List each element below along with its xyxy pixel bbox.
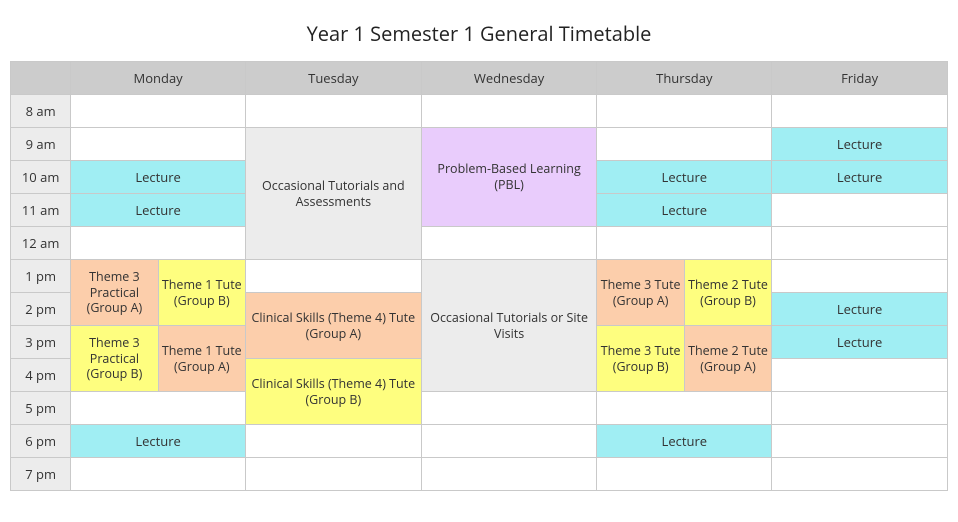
header-fri: Friday bbox=[772, 62, 948, 95]
tue-1 bbox=[245, 260, 421, 293]
tue-clin-b: Clinical Skills (Theme 4) Tute (Group B) bbox=[245, 359, 421, 425]
mon-theme3-prac-b: Theme 3 Practical (Group B) bbox=[71, 326, 158, 392]
header-mon: Monday bbox=[71, 62, 246, 95]
header-thu: Thursday bbox=[597, 62, 772, 95]
header-blank bbox=[11, 62, 71, 95]
tue-8 bbox=[245, 95, 421, 128]
time-10am: 10 am bbox=[11, 161, 71, 194]
fri-7 bbox=[772, 458, 948, 491]
fri-10-lecture: Lecture bbox=[772, 161, 948, 194]
fri-11 bbox=[772, 194, 948, 227]
thu-5 bbox=[597, 392, 772, 425]
tue-occasional: Occasional Tutorials and Assessments bbox=[245, 128, 421, 260]
mon-theme3-prac-a: Theme 3 Practical (Group A) bbox=[71, 260, 158, 326]
tue-clin-a: Clinical Skills (Theme 4) Tute (Group A) bbox=[245, 293, 421, 359]
time-4pm: 4 pm bbox=[11, 359, 71, 392]
thu-7 bbox=[597, 458, 772, 491]
time-12am: 12 am bbox=[11, 227, 71, 260]
page-title: Year 1 Semester 1 General Timetable bbox=[10, 20, 948, 47]
mon-7 bbox=[71, 458, 246, 491]
time-1pm: 1 pm bbox=[11, 260, 71, 293]
fri-3-lecture: Lecture bbox=[772, 326, 948, 359]
thu-10-lecture: Lecture bbox=[597, 161, 772, 194]
wed-12 bbox=[421, 227, 597, 260]
thu-9 bbox=[597, 128, 772, 161]
thu-theme2-tute-a: Theme 2 Tute (Group A) bbox=[684, 326, 771, 392]
time-2pm: 2 pm bbox=[11, 293, 71, 326]
wed-7 bbox=[421, 458, 597, 491]
tue-7 bbox=[245, 458, 421, 491]
wed-8 bbox=[421, 95, 597, 128]
wed-occasional: Occasional Tutorials or Site Visits bbox=[421, 260, 597, 392]
time-5pm: 5 pm bbox=[11, 392, 71, 425]
wed-6 bbox=[421, 425, 597, 458]
time-11am: 11 am bbox=[11, 194, 71, 227]
tue-6 bbox=[245, 425, 421, 458]
thu-theme3-tute-a: Theme 3 Tute (Group A) bbox=[597, 260, 684, 326]
header-row: Monday Tuesday Wednesday Thursday Friday bbox=[11, 62, 948, 95]
fri-8 bbox=[772, 95, 948, 128]
mon-12 bbox=[71, 227, 246, 260]
mon-6-lecture: Lecture bbox=[71, 425, 246, 458]
header-wed: Wednesday bbox=[421, 62, 597, 95]
wed-5 bbox=[421, 392, 597, 425]
time-6pm: 6 pm bbox=[11, 425, 71, 458]
thu-6-lecture: Lecture bbox=[597, 425, 772, 458]
time-8am: 8 am bbox=[11, 95, 71, 128]
fri-9-lecture: Lecture bbox=[772, 128, 948, 161]
time-7pm: 7 pm bbox=[11, 458, 71, 491]
mon-5 bbox=[71, 392, 246, 425]
mon-theme1-tute-a: Theme 1 Tute (Group A) bbox=[158, 326, 245, 392]
fri-6 bbox=[772, 425, 948, 458]
fri-1 bbox=[772, 260, 948, 293]
thu-12 bbox=[597, 227, 772, 260]
time-3pm: 3 pm bbox=[11, 326, 71, 359]
thu-8 bbox=[597, 95, 772, 128]
fri-4 bbox=[772, 359, 948, 392]
fri-2-lecture: Lecture bbox=[772, 293, 948, 326]
timetable: Monday Tuesday Wednesday Thursday Friday… bbox=[10, 61, 948, 491]
fri-12 bbox=[772, 227, 948, 260]
header-tue: Tuesday bbox=[245, 62, 421, 95]
mon-theme1-tute-b: Theme 1 Tute (Group B) bbox=[158, 260, 245, 326]
thu-11-lecture: Lecture bbox=[597, 194, 772, 227]
wed-pbl: Problem-Based Learning (PBL) bbox=[421, 128, 597, 227]
fri-5 bbox=[772, 392, 948, 425]
time-9am: 9 am bbox=[11, 128, 71, 161]
thu-theme2-tute-b: Theme 2 Tute (Group B) bbox=[684, 260, 771, 326]
mon-11-lecture: Lecture bbox=[71, 194, 246, 227]
mon-10-lecture: Lecture bbox=[71, 161, 246, 194]
mon-8 bbox=[71, 95, 246, 128]
thu-theme3-tute-b: Theme 3 Tute (Group B) bbox=[597, 326, 684, 392]
mon-9 bbox=[71, 128, 246, 161]
